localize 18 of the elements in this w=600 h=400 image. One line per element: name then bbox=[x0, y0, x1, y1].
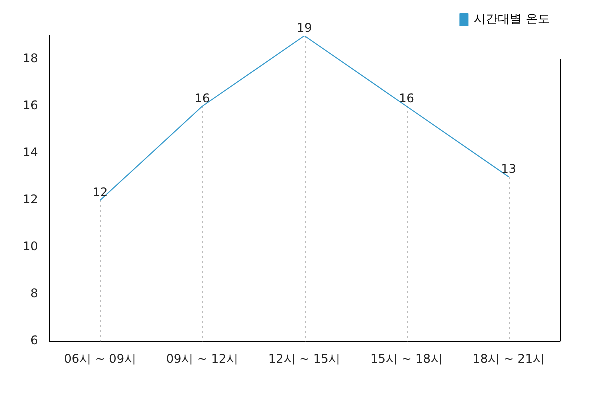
data-label: 16 bbox=[194, 92, 210, 106]
data-label: 16 bbox=[399, 92, 414, 106]
x-tick-label: 06시 ~ 09시 bbox=[64, 352, 136, 366]
x-tick-label: 18시 ~ 21시 bbox=[472, 352, 546, 366]
y-tick-label: 8 bbox=[30, 286, 38, 301]
y-tick-label: 10 bbox=[22, 240, 38, 254]
y-tick-label: 12 bbox=[22, 192, 38, 207]
x-tick-label: 09시 ~ 12시 bbox=[166, 352, 239, 366]
data-label: 12 bbox=[92, 186, 108, 200]
data-label: 19 bbox=[296, 21, 312, 36]
x-tick-label: 12시 ~ 15시 bbox=[268, 352, 341, 366]
y-tick-label: 6 bbox=[30, 334, 38, 348]
legend-label: 시간대별 온도 bbox=[474, 12, 550, 26]
x-tick-label: 15시 ~ 18시 bbox=[370, 352, 443, 366]
data-label: 13 bbox=[501, 162, 517, 176]
y-tick-label: 16 bbox=[22, 98, 38, 113]
y-tick-label: 18 bbox=[22, 52, 38, 66]
y-tick-label: 14 bbox=[22, 146, 38, 160]
